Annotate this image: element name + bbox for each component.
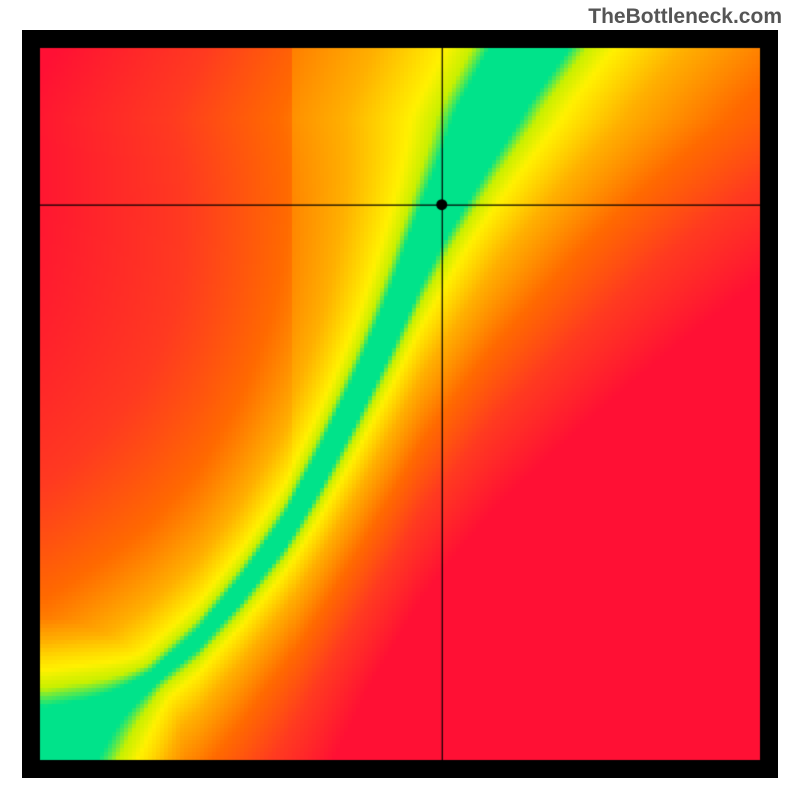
root-container: TheBottleneck.com	[0, 0, 800, 800]
watermark-text: TheBottleneck.com	[588, 5, 782, 29]
plot-frame	[22, 30, 778, 778]
heatmap-canvas	[22, 30, 778, 778]
